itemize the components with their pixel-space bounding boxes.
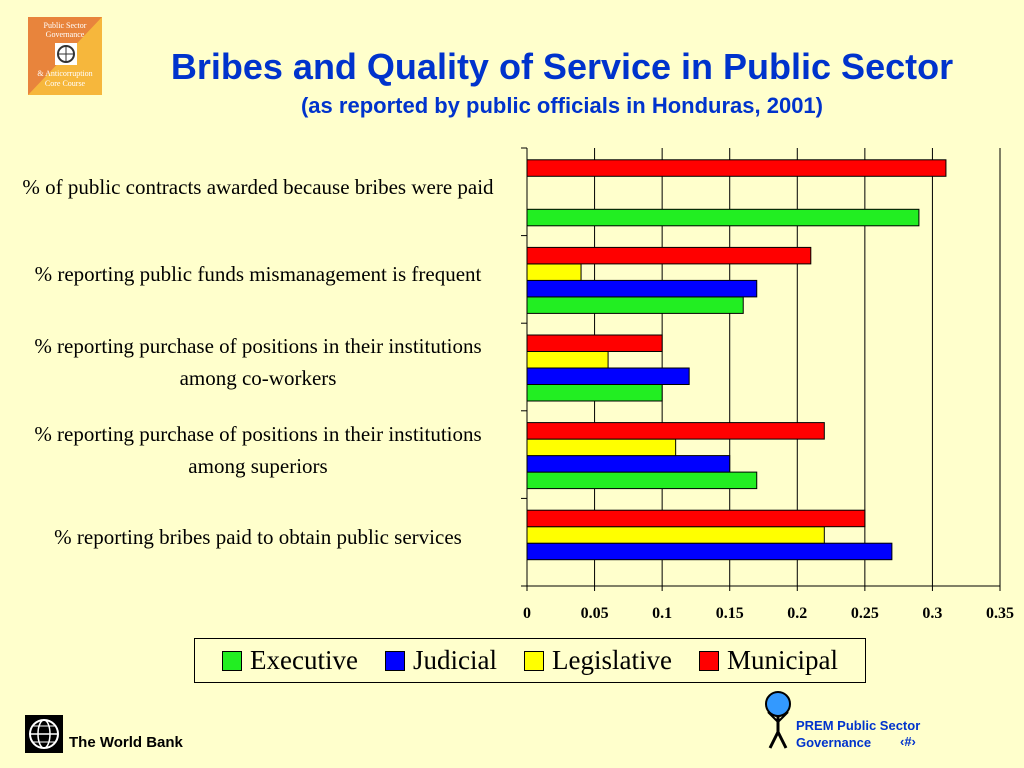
y-tick-label-box: % reporting bribes paid to obtain public… [6, 521, 510, 553]
chart-subtitle: (as reported by public officials in Hond… [300, 93, 823, 118]
legend-swatch [523, 650, 544, 671]
y-tick-label-box: % reporting purchase of positions in the… [6, 418, 510, 482]
page-number: ‹#› [900, 734, 916, 749]
footer-right-1: PREM Public Sector [796, 718, 921, 733]
x-tick-label: 0.35 [986, 605, 1014, 622]
bar [526, 334, 663, 352]
bar [526, 509, 866, 528]
course-logo: Public Sector Governance & Anticorruptio… [28, 17, 102, 95]
legend: Executive Judicial Legislative Municipal [194, 638, 866, 683]
x-tick-label: 0.25 [851, 605, 879, 622]
legend-item: Legislative [523, 645, 672, 676]
y-tick-label-box: % reporting public funds mismanagement i… [6, 258, 510, 290]
legend-label: Municipal [726, 645, 838, 675]
prem-logo [765, 691, 791, 749]
bar [526, 263, 582, 281]
bar [526, 279, 758, 298]
x-tick-label: 0.15 [716, 605, 744, 622]
bar [526, 208, 920, 227]
bar [526, 351, 609, 369]
world-bank-logo [25, 715, 63, 753]
x-tick-label: 0.1 [652, 605, 672, 622]
chart: 0 0.05 0.1 0.15 0.2 0.25 0.3 0.35 [521, 147, 1014, 622]
logo-art [28, 17, 102, 95]
logo-text: Public Sector [43, 21, 87, 30]
bar [526, 438, 677, 457]
bar [526, 384, 663, 402]
legend-item: Municipal [698, 645, 838, 676]
y-tick-label: % reporting public funds mismanagement i… [34, 262, 482, 287]
bar [526, 367, 690, 385]
bar [526, 422, 825, 440]
logo-text: Core Course [44, 79, 86, 88]
chart-title: Bribes and Quality of Service in Public … [170, 46, 954, 87]
logo-text: Governance [45, 30, 85, 39]
y-tick-label: % reporting purchase of positions in the… [34, 334, 482, 390]
legend-swatch [698, 650, 719, 671]
x-tick-label: 0 [523, 605, 531, 622]
bar [526, 296, 744, 314]
legend-item: Judicial [384, 645, 497, 676]
legend-label: Executive [250, 645, 358, 675]
x-tick-label: 0.3 [922, 605, 942, 622]
legend-item: Executive [222, 645, 358, 676]
legend-label: Legislative [551, 645, 672, 675]
y-tick-label: % reporting purchase of positions in the… [34, 421, 482, 478]
legend-swatch [384, 650, 405, 671]
bar [526, 471, 758, 490]
x-tick-label: 0.2 [787, 605, 807, 622]
bar [526, 159, 947, 177]
y-tick-label: % reporting bribes paid to obtain public… [54, 525, 462, 550]
y-tick-label: % of public contracts awarded because br… [22, 174, 494, 199]
y-tick-label-box: % of public contracts awarded because br… [6, 171, 510, 203]
bar [526, 542, 893, 561]
bar [526, 526, 825, 544]
bar [526, 246, 812, 265]
footer-left: The World Bank [69, 734, 183, 751]
footer-right-2: Governance [796, 735, 872, 750]
logo-text: & Anticorruption [37, 69, 93, 78]
legend-swatch [222, 650, 243, 671]
x-tick-label: 0.05 [581, 605, 609, 622]
legend-label: Judicial [412, 645, 497, 675]
bar [526, 455, 731, 473]
footer-right: PREM Public Sector Governance [796, 717, 920, 751]
y-tick-label-box: % reporting purchase of positions in the… [6, 330, 510, 394]
